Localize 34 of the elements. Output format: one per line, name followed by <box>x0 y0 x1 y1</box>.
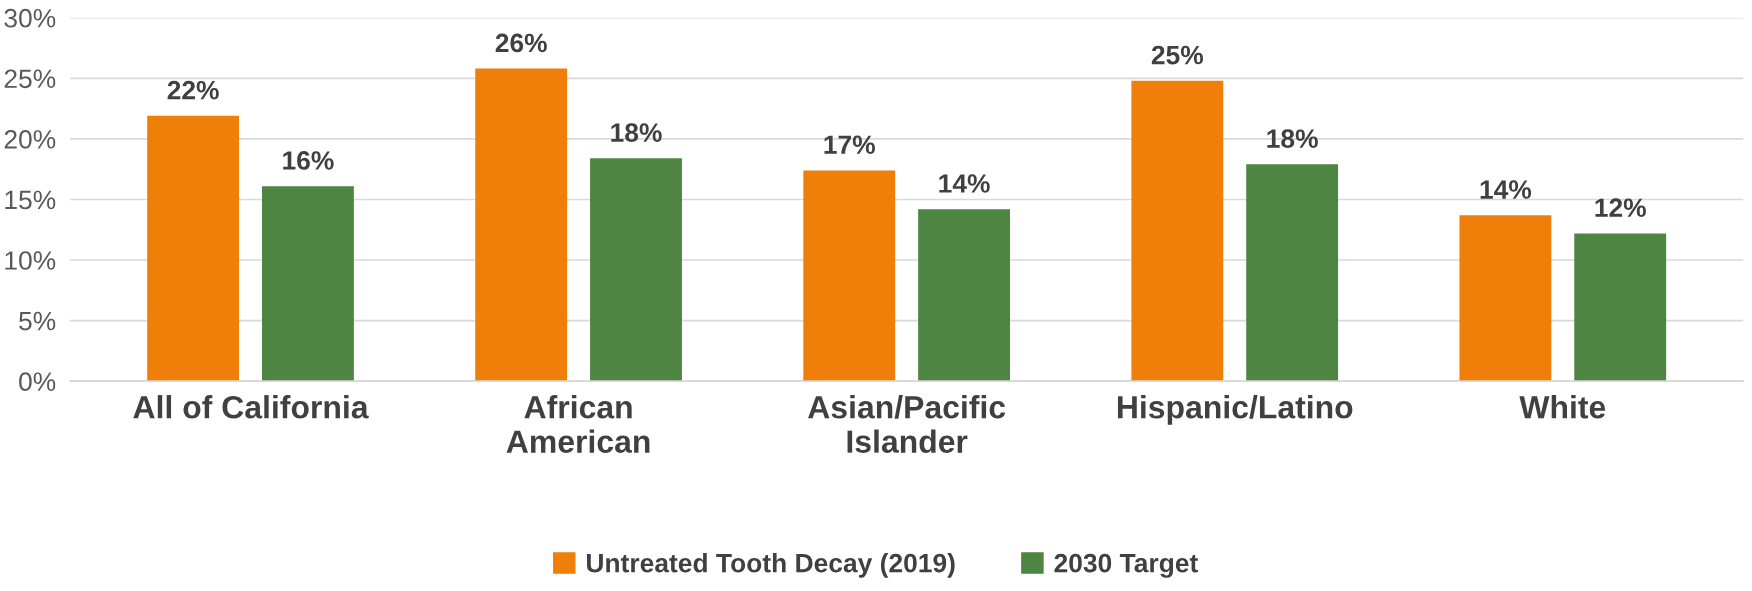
bar <box>475 68 568 382</box>
y-tick-label: 0% <box>19 372 56 392</box>
bar <box>1131 80 1224 382</box>
bar <box>1459 215 1552 382</box>
bar <box>1246 164 1339 382</box>
x-tick-label: Asian/Pacific Islander <box>808 395 1006 453</box>
legend-label: Untreated Tooth Decay (2019) <box>586 553 955 578</box>
bar <box>1574 233 1667 382</box>
bar <box>262 186 354 382</box>
data-label: 25% <box>1151 45 1204 65</box>
data-label: 14% <box>939 174 990 193</box>
data-label: 18% <box>1267 129 1318 148</box>
data-label: 12% <box>1595 198 1646 218</box>
bar <box>803 170 896 382</box>
y-tick-label: 20% <box>4 130 56 149</box>
legend-label: 2030 Target <box>1054 553 1198 578</box>
data-label: 26% <box>495 33 547 53</box>
data-label: 22% <box>167 80 219 100</box>
x-tick-label: All of California <box>133 395 369 419</box>
x-tick-label: Hispanic/Latino <box>1117 395 1353 425</box>
x-tick-label: African American <box>506 395 650 453</box>
x-tick-label: White <box>1519 395 1606 419</box>
data-label: 16% <box>283 151 334 170</box>
data-label: 17% <box>824 135 875 154</box>
bar <box>590 158 682 382</box>
y-tick-label: 15% <box>5 190 56 210</box>
y-tick-label: 5% <box>19 311 56 331</box>
bar <box>918 209 1010 382</box>
data-label: 14% <box>1480 180 1532 199</box>
y-tick-label: 30% <box>4 8 56 28</box>
y-tick-label: 10% <box>5 251 56 270</box>
y-tick-label: 25% <box>4 69 56 89</box>
data-label: 18% <box>611 123 662 142</box>
bar <box>147 115 240 382</box>
